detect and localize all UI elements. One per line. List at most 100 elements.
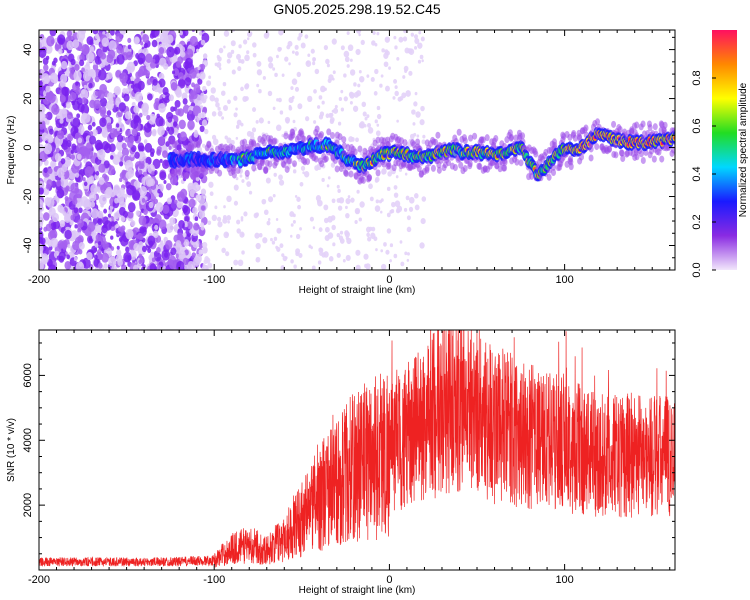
noise-speckle (251, 127, 257, 133)
noise-speckle (266, 220, 271, 226)
noise-speckle (418, 30, 422, 35)
noise-speckle (236, 219, 241, 225)
noise-speckle (265, 177, 271, 184)
noise-speckle (162, 87, 169, 96)
noise-speckle (325, 58, 330, 65)
ridge-halo (594, 143, 600, 151)
noise-speckle (140, 145, 145, 152)
noise-speckle (419, 119, 425, 126)
noise-speckle (389, 243, 394, 248)
y-tick-label: 0 (22, 144, 34, 150)
noise-speckle (267, 218, 271, 222)
noise-speckle (241, 250, 245, 255)
noise-speckle (313, 120, 317, 124)
noise-speckle (356, 189, 360, 194)
noise-speckle (198, 210, 206, 219)
noise-speckle (106, 110, 112, 117)
noise-speckle (223, 30, 230, 37)
noise-speckle (142, 226, 147, 232)
noise-speckle (168, 94, 174, 102)
noise-speckle (345, 254, 351, 262)
noise-speckle (332, 77, 335, 81)
noise-speckle (305, 60, 312, 68)
noise-speckle (406, 252, 410, 256)
noise-speckle (371, 40, 376, 46)
noise-speckle (74, 256, 78, 262)
noise-speckle (402, 36, 408, 42)
noise-speckle (244, 96, 249, 101)
noise-speckle (113, 189, 119, 196)
noise-speckle (413, 101, 418, 107)
ridge-halo (195, 170, 201, 178)
ridge-halo (190, 166, 196, 174)
noise-speckle (167, 126, 175, 135)
noise-speckle (159, 32, 169, 44)
noise-speckle (91, 121, 96, 127)
noise-speckle (123, 93, 130, 102)
noise-speckle (299, 181, 304, 187)
noise-speckle (272, 67, 276, 71)
noise-speckle (236, 119, 242, 126)
noise-speckle (98, 176, 105, 185)
ridge-halo (430, 164, 436, 172)
noise-speckle (198, 100, 202, 105)
noise-speckle (344, 205, 348, 210)
noise-speckle (255, 212, 259, 217)
noise-speckle (91, 245, 98, 254)
noise-speckle (317, 260, 322, 265)
noise-speckle (119, 72, 128, 84)
noise-speckle (135, 234, 139, 239)
noise-speckle (392, 96, 396, 100)
noise-speckle (115, 254, 123, 263)
ridge-halo (284, 165, 290, 173)
noise-speckle (156, 264, 162, 270)
noise-speckle (145, 73, 150, 78)
noise-speckle (119, 177, 123, 183)
noise-speckle (221, 247, 226, 254)
noise-speckle (202, 263, 206, 267)
noise-speckle (109, 30, 115, 36)
noise-speckle (98, 163, 106, 173)
noise-speckle (76, 153, 82, 160)
noise-speckle (218, 67, 222, 71)
noise-speckle (331, 198, 336, 204)
noise-speckle (83, 200, 92, 211)
noise-speckle (178, 250, 186, 260)
noise-speckle (378, 199, 383, 204)
noise-speckle (143, 208, 148, 216)
noise-speckle (43, 143, 53, 155)
noise-speckle (227, 220, 230, 224)
noise-speckle (397, 96, 402, 102)
noise-speckle (323, 251, 329, 258)
noise-speckle (393, 185, 398, 190)
noise-speckle (343, 50, 350, 58)
noise-speckle (70, 154, 75, 160)
noise-speckle (165, 239, 173, 250)
noise-speckle (256, 60, 262, 67)
noise-speckle (258, 89, 262, 94)
noise-speckle (354, 219, 358, 224)
snr-x-axis-title: Height of straight line (km) (299, 585, 416, 596)
noise-speckle (318, 95, 323, 100)
noise-speckle (342, 258, 346, 263)
noise-speckle (177, 193, 181, 198)
noise-speckle (72, 197, 78, 205)
noise-speckle (56, 167, 65, 178)
noise-speckle (258, 117, 264, 124)
noise-speckle (296, 196, 301, 202)
noise-speckle (125, 246, 130, 253)
noise-speckle (133, 243, 140, 252)
noise-speckle (182, 257, 189, 266)
noise-speckle (120, 235, 129, 247)
noise-speckle (84, 63, 91, 73)
noise-speckle (294, 44, 299, 50)
noise-speckle (94, 139, 103, 151)
noise-speckle (118, 117, 122, 123)
noise-speckle (350, 197, 355, 203)
noise-speckle (323, 204, 329, 211)
ridge-halo (286, 157, 292, 165)
y-tick-label: -40 (22, 238, 34, 254)
noise-speckle (145, 53, 153, 64)
noise-speckle (77, 137, 83, 144)
noise-speckle (389, 209, 393, 214)
